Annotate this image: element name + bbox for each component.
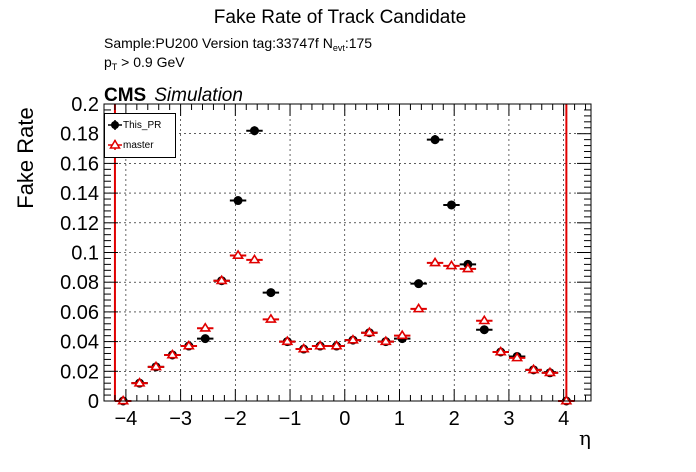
- data-point: [396, 329, 409, 340]
- data-point: [347, 334, 359, 344]
- data-point: [182, 340, 195, 350]
- data-point: [461, 262, 474, 273]
- data-point: [166, 348, 179, 359]
- pt-cut-info: pT > 0.9 GeV: [104, 55, 185, 72]
- x-tick-label: 3: [503, 408, 514, 430]
- legend-label-this-pr: This_PR: [123, 120, 162, 131]
- y-tick-label: 0.04: [60, 332, 99, 354]
- data-point: [314, 340, 327, 350]
- legend-label-master: master: [123, 140, 154, 151]
- data-point: [478, 314, 491, 325]
- chart-title: Fake Rate of Track Candidate: [213, 7, 467, 28]
- data-point: [412, 302, 425, 313]
- y-tick-label: 0: [88, 391, 99, 413]
- x-tick-label: −3: [169, 408, 192, 430]
- data-point: [150, 360, 162, 371]
- cms-text: CMS: [104, 85, 147, 106]
- data-point: [281, 335, 294, 346]
- data-point: [215, 274, 228, 285]
- data-point: [249, 126, 259, 136]
- data-point: [363, 326, 376, 337]
- sample-info: Sample:PU200 Version tag:33747f Nevt:175: [104, 36, 372, 53]
- data-point: [429, 256, 441, 267]
- y-tick-label: 0.18: [60, 124, 99, 146]
- legend-entry-this-pr: This_PR: [105, 115, 175, 135]
- simulation-text: Simulation: [154, 85, 243, 106]
- data-point: [233, 196, 243, 206]
- data-point: [266, 288, 276, 298]
- series-master: [114, 249, 575, 405]
- y-axis-label: Fake Rate: [13, 107, 38, 209]
- pt-cut-text: > 0.9 GeV: [117, 54, 185, 70]
- nevt-subscript: evt: [332, 43, 345, 53]
- data-point: [200, 334, 210, 344]
- pt-subscript: T: [111, 62, 118, 72]
- data-point: [330, 340, 343, 350]
- data-point: [264, 313, 277, 323]
- data-point: [199, 322, 212, 332]
- x-axis-label: η: [579, 426, 591, 450]
- x-tick-label: 1: [394, 408, 405, 430]
- data-point: [379, 335, 392, 346]
- x-tick-label: 0: [339, 408, 350, 430]
- x-tick-label: −1: [279, 408, 302, 430]
- y-tick-label: 0.06: [60, 302, 99, 324]
- legend: This_PR master: [104, 113, 176, 158]
- pt-symbol: p: [104, 54, 112, 70]
- data-point: [527, 363, 540, 374]
- data-point: [414, 279, 424, 289]
- y-tick-label: 0.14: [60, 183, 99, 205]
- x-tick-label: 2: [449, 408, 460, 430]
- data-point: [446, 200, 456, 210]
- data-point: [511, 351, 524, 362]
- data-point: [479, 325, 489, 335]
- x-tick-label: −2: [224, 408, 247, 430]
- y-tick-label: 0.12: [60, 213, 99, 235]
- x-tick-label: 4: [558, 408, 569, 430]
- y-tick-label: 0.1: [71, 243, 99, 265]
- legend-marker-triangle-icon: [108, 139, 122, 150]
- sample-text: Sample:PU200 Version tag:33747f N: [104, 35, 333, 51]
- legend-entry-master: master: [105, 135, 175, 155]
- tick-labels: −4 −3 −2 −1 0 1 2 3 4 0 0.02 0.04 0.06 0.08 0.1 0.12 0.1…: [60, 94, 569, 430]
- nevt-value: :175: [344, 35, 373, 51]
- data-point: [297, 343, 310, 353]
- data-point: [430, 135, 440, 145]
- legend-marker-circle-icon: [108, 120, 122, 130]
- y-tick-label: 0.08: [60, 272, 99, 294]
- grid-lines: [104, 103, 591, 402]
- data-point: [248, 253, 261, 264]
- data-point: [232, 249, 245, 259]
- data-point: [133, 377, 146, 387]
- data-point: [544, 366, 556, 377]
- y-tick-label: 0.02: [60, 361, 99, 383]
- x-tick-label: −4: [114, 408, 137, 430]
- y-tick-label: 0.16: [60, 153, 99, 175]
- y-tick-label: 0.2: [71, 94, 99, 116]
- data-point: [445, 259, 458, 270]
- data-point: [494, 345, 507, 356]
- cms-label: CMS Simulation: [104, 86, 243, 105]
